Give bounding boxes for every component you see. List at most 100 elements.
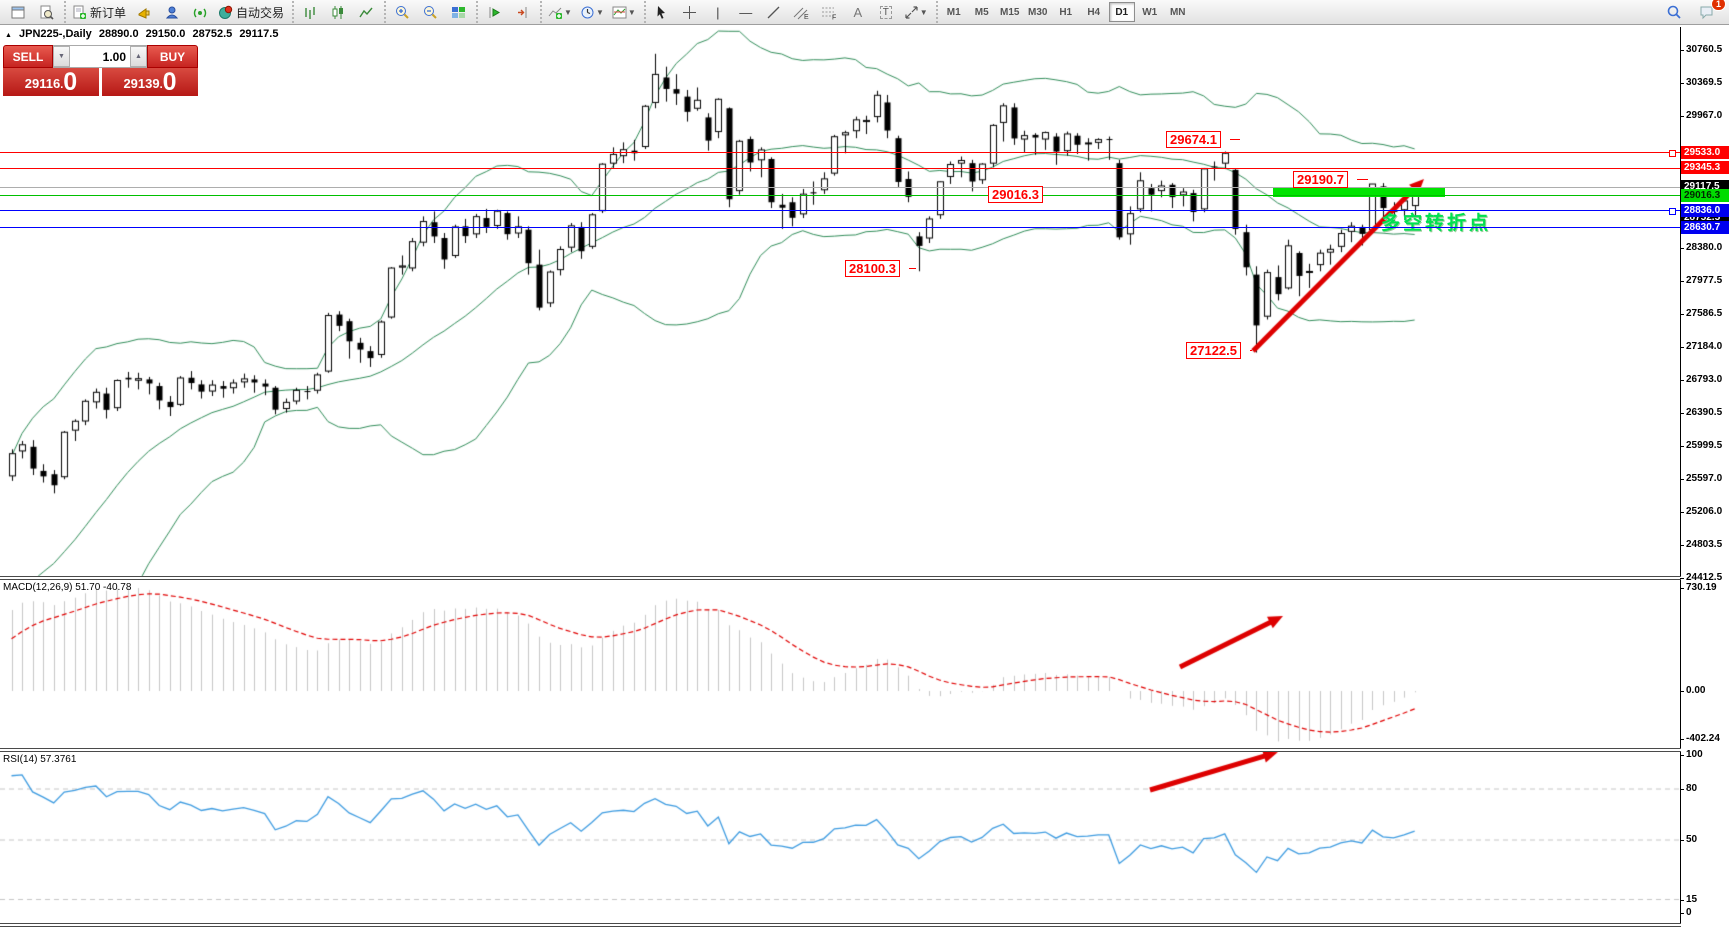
price-badge-29533.0: 29533.0 [1681, 145, 1729, 159]
symbol-title: ▲ JPN225-,Daily 28890.0 29150.0 28752.5 … [5, 28, 282, 40]
timeframe-w1[interactable]: W1 [1142, 6, 1158, 18]
volume-increase-button[interactable]: ▲ [130, 46, 147, 67]
sell-price[interactable]: 29116. 0 [3, 68, 99, 96]
timeframe-m5[interactable]: M5 [974, 6, 989, 18]
candlestick-chart-icon[interactable] [325, 1, 351, 23]
templates-button[interactable]: ▼ [609, 1, 639, 23]
level-line-handle[interactable] [1669, 207, 1676, 215]
level-line-handle[interactable] [1669, 149, 1676, 157]
cursor-tool-icon[interactable] [649, 1, 675, 23]
level-line-29533.0[interactable] [0, 152, 1680, 154]
megaphone-icon[interactable] [131, 1, 157, 23]
panel-separator-rsi[interactable] [0, 748, 1681, 752]
macd-axis-tick: 0.00 [1679, 685, 1706, 696]
level-line-28630.7[interactable] [0, 227, 1680, 229]
volume-input[interactable]: 1.00 [70, 46, 130, 67]
rsi-indicator-label: RSI(14) 57.3761 [3, 754, 77, 765]
indicators-dropdown-caret[interactable]: ▼ [564, 7, 572, 17]
chart-canvas[interactable] [0, 25, 1729, 945]
new-order-button[interactable]: 新订单 [69, 1, 129, 23]
ohlc-high: 29150.0 [145, 28, 186, 40]
timeframe-mn[interactable]: MN [1169, 6, 1186, 18]
toolbar-group-charts [2, 1, 62, 23]
auto-scroll-icon[interactable] [481, 1, 507, 23]
indicators-button[interactable]: ▼ [545, 1, 575, 23]
price-axis-tick: 24803.5 [1679, 539, 1723, 551]
green-zone-rectangle[interactable] [1273, 188, 1445, 197]
price-axis-tick: 25999.5 [1679, 439, 1723, 451]
timeframe-d1[interactable]: D1 [1108, 2, 1135, 22]
price-badge-28836.0: 28836.0 [1681, 203, 1729, 217]
price-axis-tick: 26390.5 [1679, 407, 1723, 419]
timeframe-m30[interactable]: M30 [1027, 6, 1048, 18]
zoom-out-icon[interactable] [417, 1, 443, 23]
annotation-price-label[interactable]: 29016.3 [988, 186, 1043, 203]
periods-dropdown-caret[interactable]: ▼ [595, 7, 604, 17]
macd-axis-tick: 730.19 [1680, 582, 1717, 593]
price-badge-29345.3: 29345.3 [1681, 161, 1729, 175]
auto-trading-label: 自动交易 [236, 5, 285, 20]
volume-decrease-button[interactable]: ▼ [53, 46, 70, 67]
text-tool-icon[interactable]: A [853, 4, 863, 20]
buy-price[interactable]: 29139. 0 [102, 68, 198, 96]
annotation-price-label[interactable]: 28100.3 [845, 260, 900, 277]
sell-button[interactable]: SELL [3, 45, 53, 68]
periods-button[interactable]: ▼ [577, 1, 607, 23]
toolbar-group-drawing: | — E F A T ▼ [643, 1, 934, 23]
timeframe-h1[interactable]: H1 [1059, 6, 1073, 18]
new-order-label: 新订单 [90, 5, 127, 20]
toolbar-group-charttype [292, 1, 382, 23]
price-axis-tick: 25597.0 [1679, 473, 1723, 485]
level-line-28836.0[interactable] [0, 210, 1680, 212]
price-axis-tick: 27586.5 [1679, 307, 1723, 319]
bar-chart-icon[interactable] [297, 1, 323, 23]
print-preview-icon[interactable] [33, 1, 59, 23]
panel-separator-macd[interactable] [0, 576, 1681, 580]
timeframe-m15[interactable]: M15 [999, 6, 1020, 18]
annotation-connector [1250, 350, 1252, 351]
search-icon[interactable] [1661, 1, 1687, 23]
rsi-axis-tick: 80 [1679, 783, 1698, 794]
annotation-connector [1357, 179, 1368, 180]
timeframe-h4[interactable]: H4 [1087, 6, 1101, 18]
chinese-annotation-text[interactable]: 多空转折点 [1381, 213, 1492, 234]
zoom-in-icon[interactable] [389, 1, 415, 23]
level-line-29117.5[interactable] [0, 186, 1680, 188]
one-click-trading-panel: SELL ▼ 1.00 ▲ BUY 29116. 0 29139. 0 [3, 45, 198, 96]
vertical-line-tool-icon[interactable]: | [716, 4, 720, 20]
accounts-icon[interactable] [159, 1, 185, 23]
tile-windows-icon[interactable] [445, 1, 471, 23]
channel-tool-icon[interactable]: E [789, 1, 815, 23]
buy-button[interactable]: BUY [147, 45, 198, 68]
annotation-price-label[interactable]: 27122.5 [1186, 342, 1241, 359]
price-axis-tick: 28380.0 [1679, 241, 1723, 253]
signal-icon[interactable] [187, 1, 213, 23]
fibonacci-tool-icon[interactable]: F [817, 1, 843, 23]
notifications-icon[interactable]: 1 [1694, 0, 1726, 23]
line-chart-icon[interactable] [353, 1, 379, 23]
level-line-29345.3[interactable] [0, 167, 1680, 169]
price-axis-tick: 24412.5 [1679, 571, 1723, 583]
shapes-tool-icon[interactable]: ▼ [901, 1, 931, 23]
chart-shift-icon[interactable] [509, 1, 535, 23]
price-axis-tick: 30760.5 [1679, 44, 1723, 55]
templates-dropdown-caret[interactable]: ▼ [627, 7, 636, 17]
toolbar-right: 1 [1660, 0, 1729, 23]
ohlc-close: 29117.5 [239, 28, 279, 40]
price-axis-tick: 27184.0 [1679, 341, 1723, 353]
chart-window-icon[interactable] [5, 1, 31, 23]
timeframe-m1[interactable]: M1 [946, 6, 961, 18]
level-line-29016.3[interactable] [0, 195, 1680, 197]
collapse-panel-icon[interactable]: ▲ [5, 32, 12, 39]
auto-trading-button[interactable]: 自动交易 [215, 1, 287, 23]
rsi-axis-tick: 50 [1679, 834, 1698, 845]
text-label-tool-icon[interactable]: T [873, 1, 899, 23]
trendline-tool-icon[interactable] [761, 1, 787, 23]
notification-badge: 1 [1710, 0, 1726, 11]
annotation-price-label[interactable]: 29190.7 [1293, 171, 1348, 188]
annotation-price-label[interactable]: 29674.1 [1166, 131, 1221, 148]
shapes-dropdown-caret[interactable]: ▼ [919, 7, 928, 17]
crosshair-tool-icon[interactable] [677, 1, 703, 23]
horizontal-line-tool-icon[interactable]: — [739, 4, 753, 20]
